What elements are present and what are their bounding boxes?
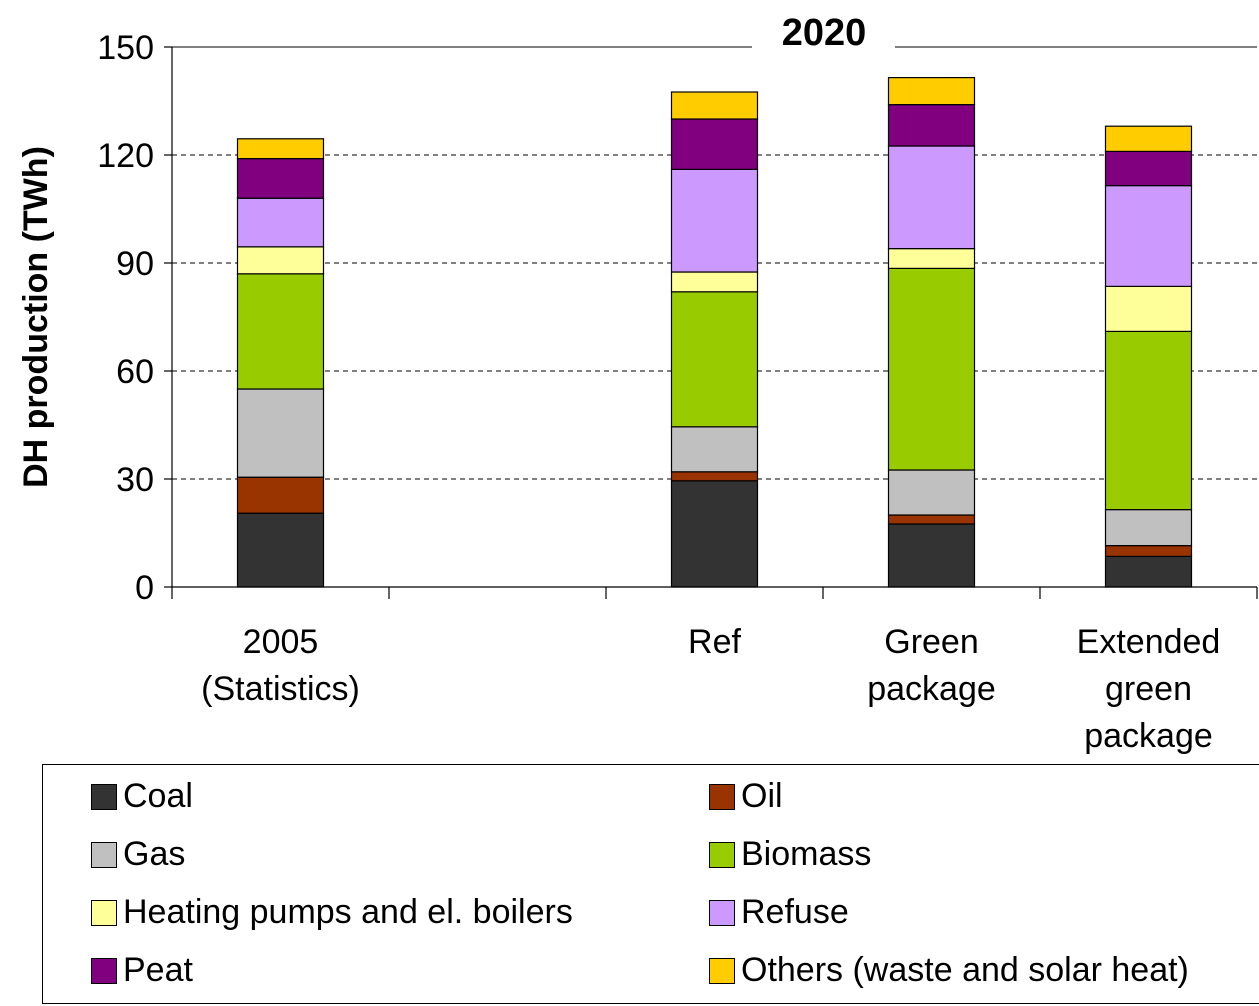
bar-segment: [887, 145, 976, 250]
bar-segment: [887, 469, 976, 516]
x-tick-label: package: [867, 670, 996, 708]
legend-item-others: Others (waste and solar heat): [709, 951, 1189, 990]
bar-segment: [670, 291, 759, 428]
bar-segment: [887, 267, 976, 471]
bar-segment: [887, 76, 976, 106]
y-tick-label: 60: [116, 353, 154, 391]
legend-swatch-gas: [91, 841, 117, 868]
bar-segment: [1104, 330, 1193, 511]
y-tick-label: 30: [116, 461, 154, 499]
legend-swatch-heating-pumps: [91, 899, 117, 926]
bar-segment: [1104, 285, 1193, 332]
legend-item-coal: Coal: [91, 777, 193, 816]
legend-label-others: Others (waste and solar heat): [741, 951, 1189, 989]
legend-label-biomass: Biomass: [741, 835, 872, 873]
y-tick-label: 0: [135, 569, 154, 607]
bar-segment: [236, 512, 325, 588]
bar-segment: [887, 523, 976, 588]
bar-segment: [887, 103, 976, 147]
legend-label-heating-pumps: Heating pumps and el. boilers: [123, 893, 573, 931]
bar-segment: [236, 476, 325, 514]
bar-segment: [1104, 555, 1193, 588]
x-tick-label: green: [1105, 670, 1192, 708]
legend-item-gas: Gas: [91, 835, 185, 874]
bar-segment: [670, 471, 759, 482]
bar-segment: [670, 118, 759, 171]
bar-segment: [670, 426, 759, 473]
legend-label-coal: Coal: [123, 777, 193, 815]
legend-item-heating-pumps: Heating pumps and el. boilers: [91, 893, 573, 932]
bar-segment: [236, 158, 325, 199]
bar-segment: [670, 271, 759, 293]
x-tick-label: 2005: [243, 623, 319, 661]
legend-item-refuse: Refuse: [709, 893, 849, 932]
bar-segment: [1104, 125, 1193, 152]
legend: Coal Oil Gas Biomass Heating pumps and e…: [42, 764, 1259, 1004]
bar-segment: [236, 197, 325, 248]
legend-label-refuse: Refuse: [741, 893, 849, 931]
bar-segment: [1104, 185, 1193, 288]
bar-segment: [1104, 544, 1193, 557]
y-axis-label: DH production (TWh): [17, 146, 55, 488]
x-tick-label: Ref: [688, 623, 741, 661]
y-tick-label: 120: [97, 137, 154, 175]
bar-segment: [236, 138, 325, 160]
legend-label-oil: Oil: [741, 777, 783, 815]
bar-segment: [236, 388, 325, 478]
legend-swatch-coal: [91, 783, 117, 810]
legend-item-oil: Oil: [709, 777, 783, 816]
legend-swatch-biomass: [709, 841, 735, 868]
x-tick-label: package: [1084, 717, 1213, 755]
x-tick-label: Extended: [1077, 623, 1221, 661]
x-tick-label: Green: [884, 623, 979, 661]
bar-segment: [670, 168, 759, 273]
bar-segment: [1104, 150, 1193, 187]
legend-swatch-oil: [709, 783, 735, 810]
legend-swatch-refuse: [709, 899, 735, 926]
chart-title: 2020: [782, 12, 867, 54]
legend-label-gas: Gas: [123, 835, 186, 873]
legend-label-peat: Peat: [123, 951, 193, 989]
x-tick-label: (Statistics): [201, 670, 360, 708]
bar-segment: [670, 480, 759, 588]
bar-segment: [887, 514, 976, 525]
legend-item-peat: Peat: [91, 951, 193, 990]
legend-swatch-peat: [91, 957, 117, 984]
bar-segment: [236, 246, 325, 275]
bar-segment: [1104, 509, 1193, 547]
bar-segment: [670, 91, 759, 120]
y-tick-label: 90: [116, 245, 154, 283]
bar-segment: [887, 248, 976, 270]
legend-item-biomass: Biomass: [709, 835, 871, 874]
y-tick-label: 150: [97, 29, 154, 67]
legend-swatch-others: [709, 957, 735, 984]
bar-segment: [236, 273, 325, 390]
